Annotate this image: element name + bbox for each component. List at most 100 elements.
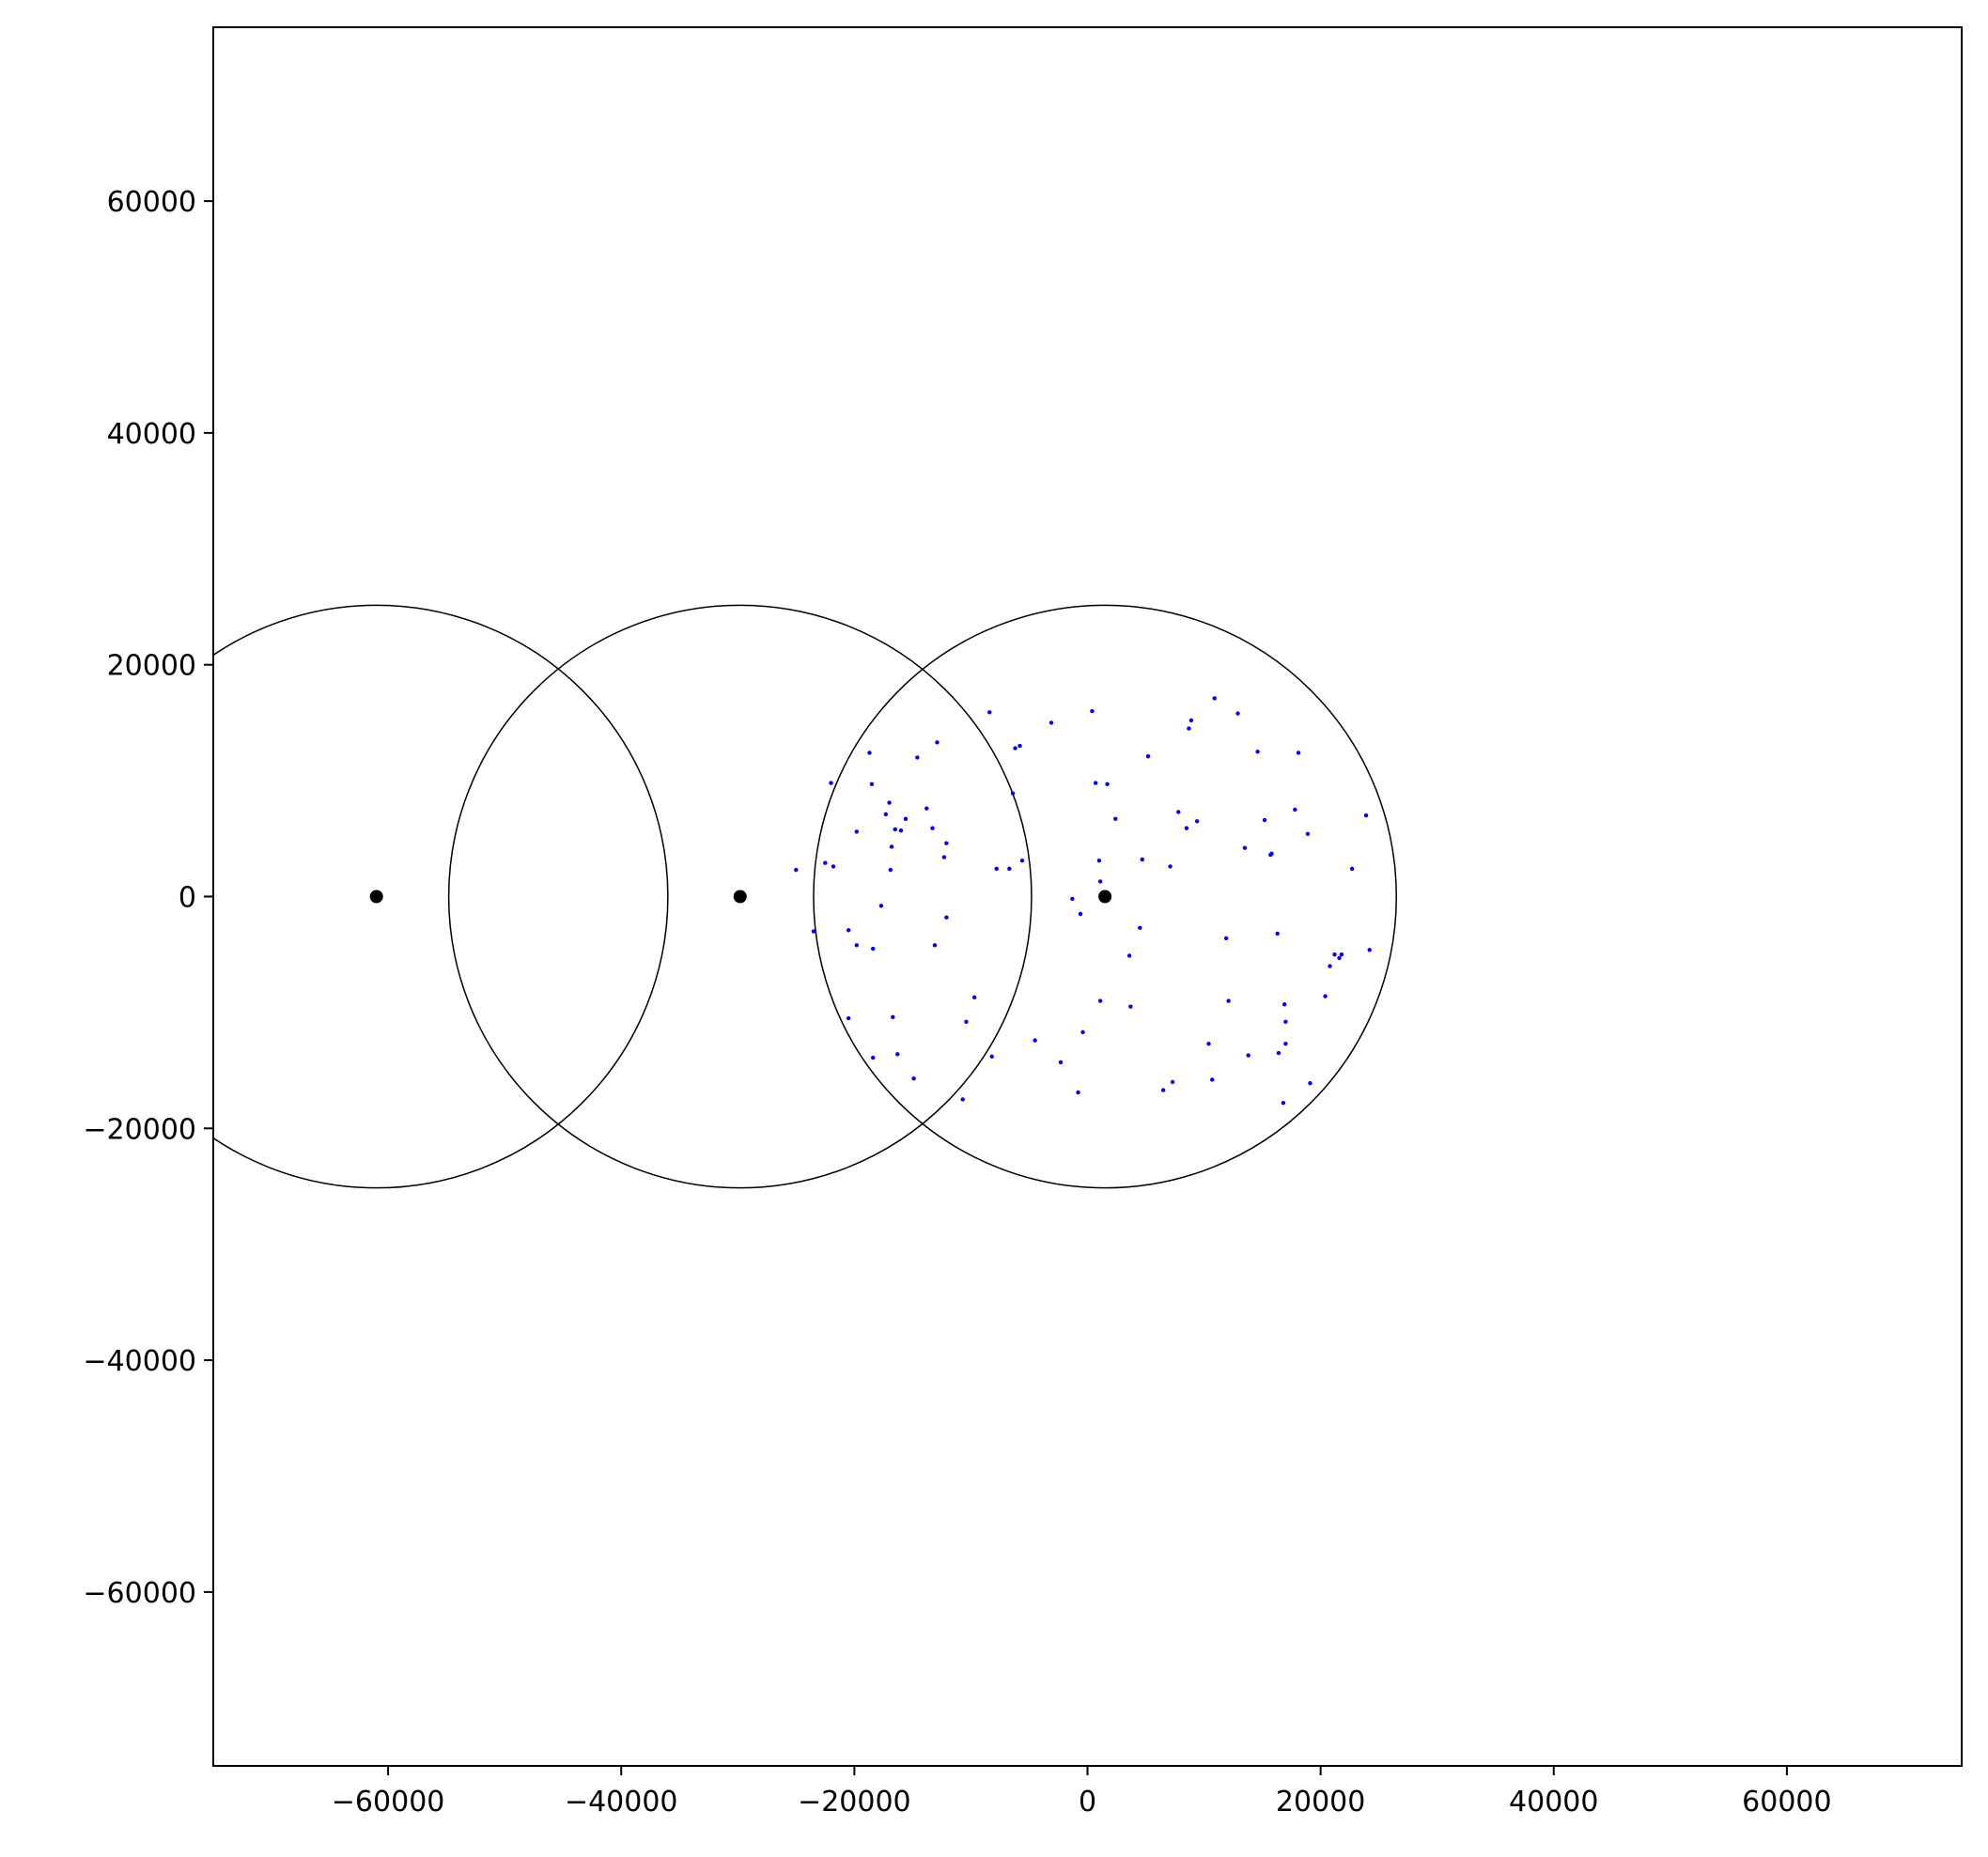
circle-center-point [369,890,383,904]
scatter-point [915,755,920,760]
scatter-point [1363,812,1369,818]
scatter-point [930,826,935,830]
scatter-point [1176,810,1181,814]
scatter-point [1276,1050,1281,1056]
scatter-point [1349,866,1355,872]
y-tick-label: −40000 [83,1345,196,1378]
scatter-point [1367,948,1372,952]
y-tick-label: −20000 [83,1113,196,1146]
x-tick-label: 20000 [1276,1786,1365,1818]
scatter-point [1275,931,1280,936]
scatter-point [989,1054,994,1059]
scatter-point [1080,1029,1085,1035]
y-tick-label: 40000 [107,418,196,451]
x-axis: −60000 −40000 −20000 0 20000 40000 60000 [332,1766,1832,1818]
scatter-point [1246,1053,1250,1058]
scatter-point [898,828,904,833]
scatter-point [1339,952,1344,957]
scatter-point [869,781,875,787]
scatter-point [1212,696,1217,701]
scatter-point [1188,718,1194,723]
scatter-point [1283,1019,1288,1024]
scatter-point [932,943,938,948]
scatter-point [823,860,828,865]
scatter-point [960,1097,965,1102]
scatter-point [924,806,929,811]
scatter-point [964,1019,969,1024]
scatter-point [1097,998,1103,1003]
scatter-point [1170,1079,1175,1085]
scatter-point [846,928,851,933]
scatter-point [1017,743,1022,749]
scatter-point [1226,998,1231,1003]
x-tick-label: 0 [1079,1786,1096,1818]
scatter-point [1007,866,1012,872]
scatter-point [811,929,816,934]
y-tick-label: 20000 [107,650,196,683]
scatter-point [1033,1038,1037,1043]
scatter-point [1140,857,1145,862]
scatter-point [1242,845,1248,850]
scatter-point [895,1052,900,1057]
circle-center-point [1098,890,1112,904]
scatter-point [1328,964,1332,968]
scatter-point [854,829,860,834]
y-tick-label: 60000 [107,186,196,219]
scatter-point [1126,953,1132,958]
scatter-point [794,867,799,873]
scatter-point [1337,955,1342,961]
x-tick-label: −20000 [798,1786,911,1818]
scatter-point [1184,826,1189,830]
scatter-point [903,816,909,822]
scatter-point [829,781,833,785]
scatter-point [1332,952,1337,957]
range-circle [213,604,669,1189]
scatter-point [831,864,836,869]
scatter-point [1048,720,1054,725]
scatter-point [1269,851,1274,857]
scatter-point [1010,791,1016,796]
scatter-point [911,1076,916,1081]
scatter-point [1013,746,1017,751]
scatter-point [941,855,947,859]
scatter-point [891,1014,895,1020]
scatter-point [854,943,860,948]
scatter-point [846,1015,851,1021]
scatter-point [1187,726,1191,731]
scatter-point [871,946,876,952]
scatter-point [1096,859,1102,863]
scatter-point [1235,711,1240,716]
range-circle [813,604,1398,1189]
scatter-point [883,812,889,817]
scatter-point [994,866,999,872]
scatter-point [1168,864,1173,869]
scatter-point [1305,831,1311,837]
scatter-point [1283,1042,1288,1046]
scatter-point [1105,781,1110,787]
scatter-point [1145,753,1151,759]
scatter-point [935,740,940,745]
scatter-point [1281,1002,1287,1007]
scatter-point [1070,896,1075,902]
scatter-point [1019,859,1025,863]
scatter-point [887,800,892,805]
scatter-point [1093,781,1098,785]
scatter-point [888,867,893,873]
scatter-point [1223,936,1229,941]
scatter-point [1281,1100,1286,1106]
y-tick-label: −60000 [83,1577,196,1610]
y-tick-label: 0 [179,882,196,915]
scatter-point [1323,994,1328,998]
scatter-point [1255,750,1260,754]
scatter-point [1090,708,1095,714]
scatter-point [889,844,894,849]
y-axis: −60000 −40000 −20000 0 20000 40000 60000 [83,186,213,1610]
scatter-point [1296,751,1301,755]
scatter-point [1262,817,1267,823]
scatter-point [944,841,949,845]
scatter-point [987,710,992,715]
scatter-point [1076,1090,1080,1095]
scatter-point [871,1055,876,1060]
